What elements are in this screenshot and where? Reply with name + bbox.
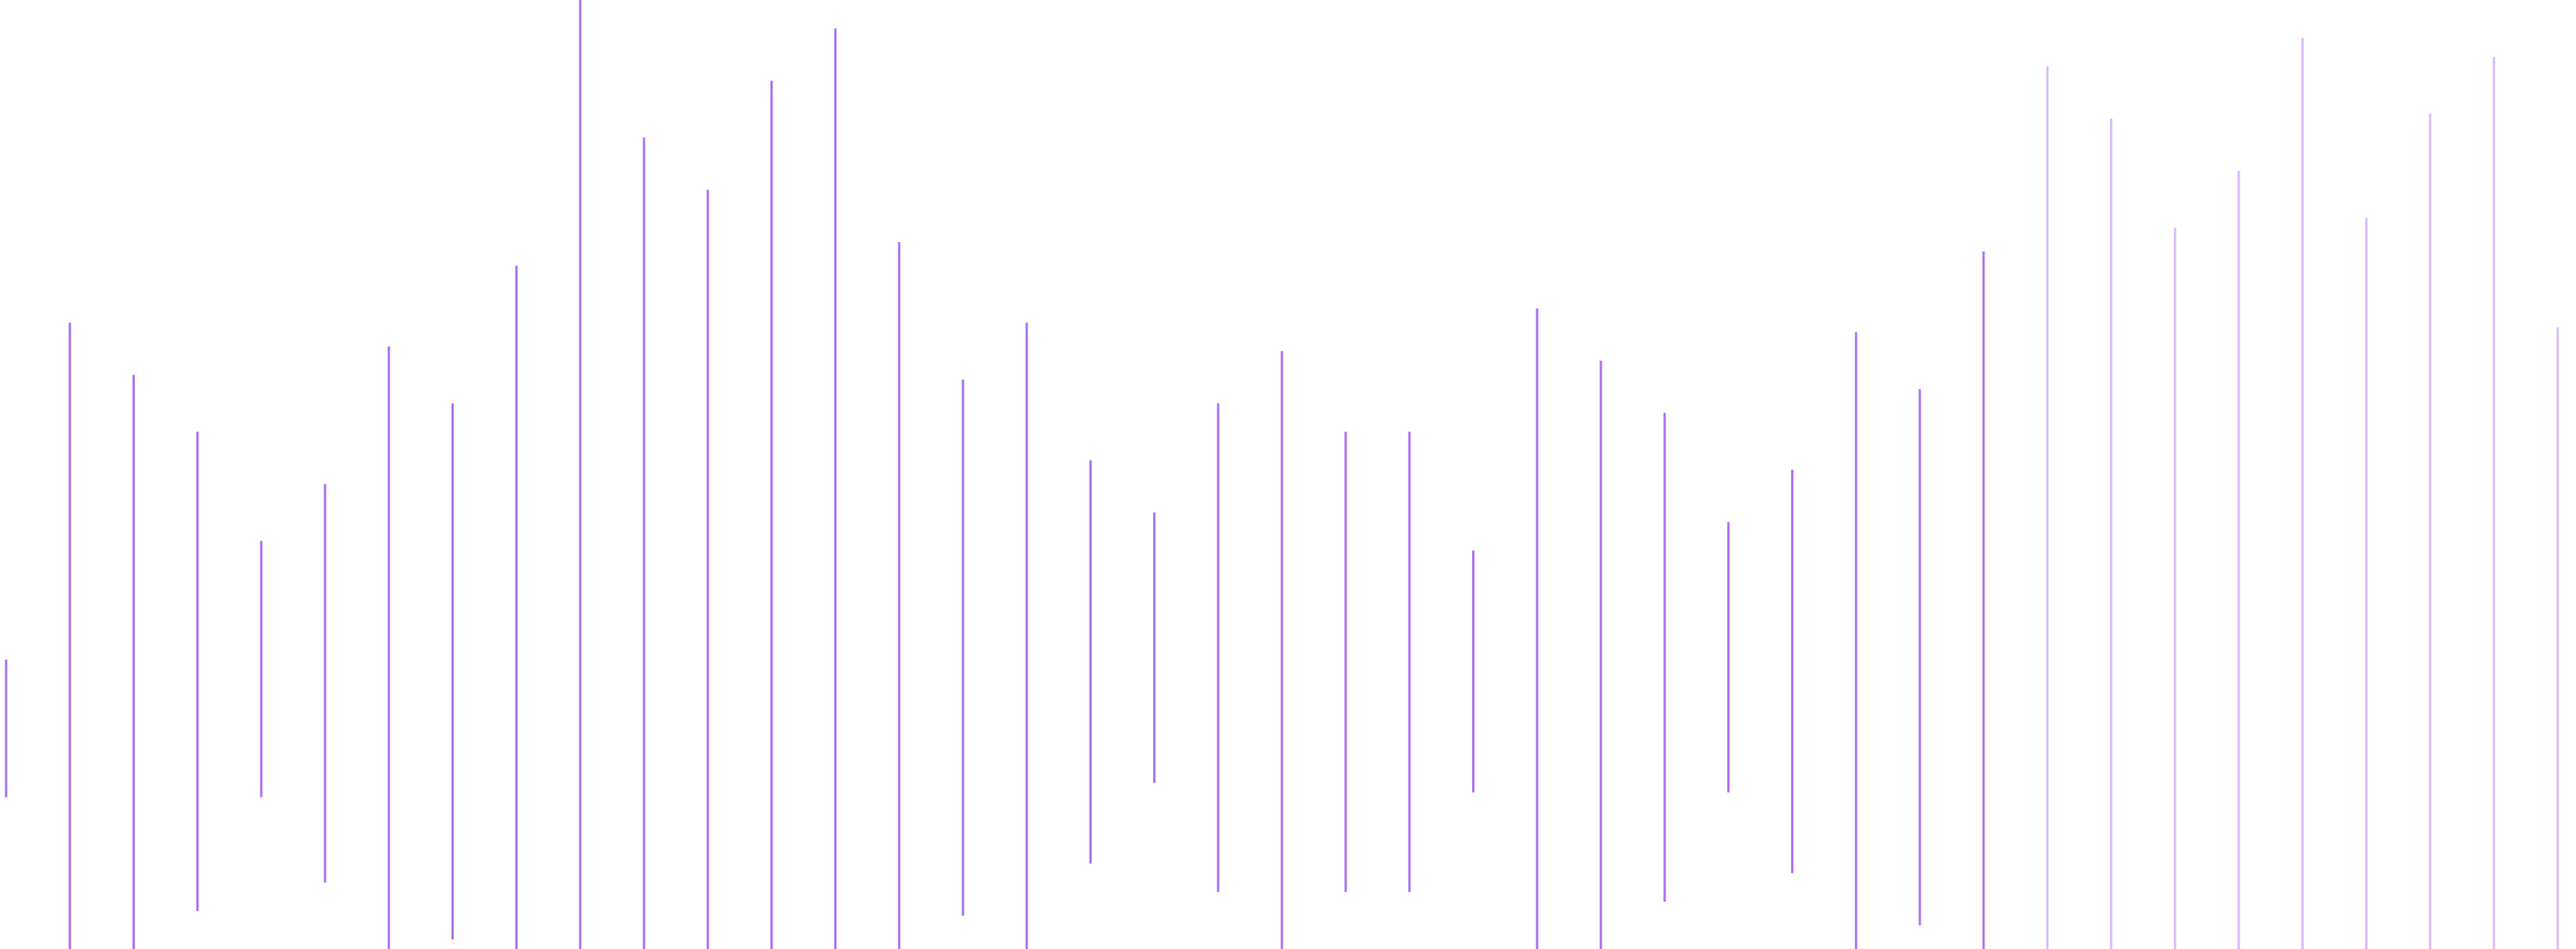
audio-waveform-view xyxy=(0,0,2576,949)
audio-waveform[interactable] xyxy=(0,0,2576,949)
